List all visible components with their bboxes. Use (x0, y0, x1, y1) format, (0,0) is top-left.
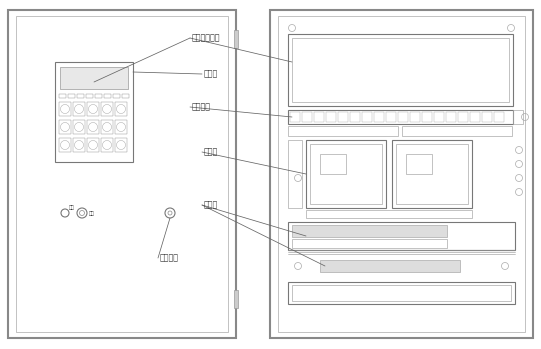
Bar (302, 112, 312, 122)
Bar (113, 94, 120, 97)
Bar (292, 225, 447, 237)
Bar (115, 120, 127, 134)
Text: 面板控制模块: 面板控制模块 (192, 34, 221, 43)
Bar (73, 102, 85, 116)
Bar (306, 140, 386, 208)
Bar (288, 282, 515, 304)
Bar (434, 112, 444, 122)
Bar (482, 112, 492, 122)
Text: 主电: 主电 (69, 206, 75, 210)
Bar (59, 102, 71, 116)
Bar (292, 285, 511, 301)
Bar (288, 34, 513, 106)
Bar (16, 16, 228, 332)
Bar (513, 110, 523, 124)
Bar (87, 120, 99, 134)
Bar (406, 154, 432, 174)
Bar (288, 222, 515, 250)
Bar (292, 239, 447, 248)
Bar (115, 102, 127, 116)
Bar (278, 16, 525, 332)
Bar (402, 126, 512, 136)
Bar (350, 112, 360, 122)
Bar (60, 67, 128, 89)
Bar (288, 110, 513, 124)
Bar (458, 112, 468, 122)
Bar (288, 140, 302, 208)
Bar (338, 112, 348, 122)
Bar (104, 94, 111, 97)
Bar (326, 112, 336, 122)
Bar (446, 112, 456, 122)
Bar (101, 120, 113, 134)
Bar (95, 94, 102, 97)
Bar (73, 120, 85, 134)
Bar (68, 94, 75, 97)
Bar (396, 144, 468, 204)
Bar (234, 30, 238, 48)
Bar (59, 120, 71, 134)
Bar (374, 112, 384, 122)
Bar (73, 138, 85, 152)
Bar (392, 140, 472, 208)
Bar (422, 112, 432, 122)
Bar (101, 102, 113, 116)
Bar (8, 10, 236, 338)
Text: 蓄电池: 蓄电池 (204, 200, 218, 209)
Bar (290, 112, 300, 122)
Bar (87, 138, 99, 152)
Bar (320, 260, 460, 272)
Bar (101, 138, 113, 152)
Bar (362, 112, 372, 122)
Bar (115, 138, 127, 152)
Text: 电源模块: 电源模块 (192, 103, 211, 111)
Text: 锁匙开关: 锁匙开关 (160, 253, 179, 262)
Bar (59, 138, 71, 152)
Text: 蜂鸣器: 蜂鸣器 (204, 69, 218, 79)
Bar (288, 126, 398, 136)
Bar (310, 144, 382, 204)
Text: 复位: 复位 (89, 210, 95, 215)
Bar (470, 112, 480, 122)
Bar (306, 210, 472, 218)
Bar (292, 38, 509, 102)
Bar (410, 112, 420, 122)
Bar (86, 94, 93, 97)
Bar (320, 154, 346, 174)
Bar (234, 290, 238, 308)
Bar (55, 62, 133, 162)
Bar (122, 94, 129, 97)
Text: 接口板: 接口板 (204, 148, 218, 156)
Bar (398, 112, 408, 122)
Bar (494, 112, 504, 122)
Bar (59, 94, 66, 97)
Bar (386, 112, 396, 122)
Bar (314, 112, 324, 122)
Bar (87, 102, 99, 116)
Bar (270, 10, 533, 338)
Bar (77, 94, 84, 97)
